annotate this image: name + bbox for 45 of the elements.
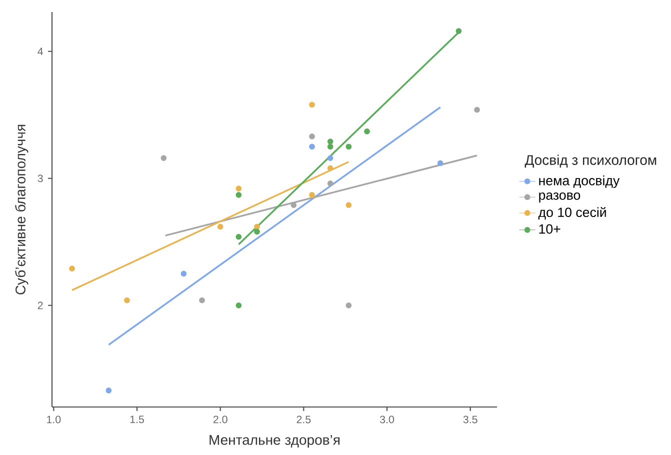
point (254, 224, 260, 230)
point (254, 228, 260, 235)
x-tick-label: 2.5 (296, 416, 311, 424)
x-tick-label: 3.5 (463, 416, 478, 424)
point (346, 302, 352, 308)
y-axis-title: Суб’єктивне благополуччя (15, 124, 28, 294)
point (327, 155, 334, 161)
point (327, 165, 334, 172)
point (309, 102, 315, 108)
point (124, 297, 130, 304)
legend-label: до 10 сесій (538, 207, 606, 220)
legend-label: нема досвіду (539, 176, 620, 188)
point (106, 388, 112, 394)
point (456, 28, 462, 34)
point (309, 192, 315, 198)
y-tick-label: 4 (38, 48, 43, 56)
point (474, 106, 480, 113)
point (364, 128, 370, 134)
y-tick-label: 2 (38, 302, 43, 310)
x-tick-label: 3.0 (380, 416, 394, 424)
point (346, 144, 352, 150)
point (437, 160, 444, 166)
point (180, 270, 187, 277)
point (236, 302, 242, 308)
point (236, 192, 242, 198)
legend-label: 10+ (539, 224, 560, 234)
y-tick-label: 3 (38, 174, 43, 182)
x-tick-label: 2.0 (213, 416, 228, 424)
legend-title: Досвід з психологом (524, 154, 656, 168)
point (160, 155, 167, 161)
point (346, 202, 352, 208)
point (309, 134, 315, 140)
point (327, 144, 334, 150)
point (236, 234, 242, 240)
x-tick-label: 1.0 (47, 416, 61, 424)
point (69, 266, 75, 272)
point (327, 180, 334, 186)
point (199, 297, 205, 304)
point (327, 138, 334, 144)
point (217, 224, 224, 230)
point (236, 186, 242, 192)
point (309, 144, 315, 150)
legend-label: разово (539, 192, 580, 202)
x-tick-label: 1.5 (130, 416, 144, 424)
x-axis-title: Ментальне здоров’я (210, 435, 340, 448)
